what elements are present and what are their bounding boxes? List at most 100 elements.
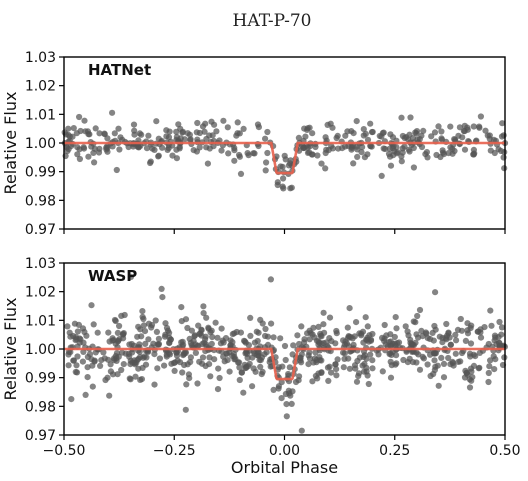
data-point — [255, 329, 262, 336]
data-point — [153, 328, 160, 335]
data-point — [200, 310, 207, 317]
data-point — [381, 321, 388, 329]
data-point — [452, 350, 459, 357]
data-point — [332, 361, 339, 368]
data-point — [148, 324, 155, 331]
data-point — [178, 304, 185, 311]
data-point — [209, 333, 216, 341]
data-point — [355, 370, 363, 377]
data-point — [151, 351, 158, 358]
data-point — [340, 337, 347, 344]
data-point — [413, 359, 420, 366]
data-point — [352, 365, 359, 372]
data-point — [333, 366, 340, 373]
data-point — [110, 357, 118, 364]
x-tick-label: 0.00 — [269, 443, 300, 459]
data-point — [154, 365, 161, 372]
data-point — [240, 389, 247, 396]
data-point — [182, 316, 190, 323]
hatnet-transit-model — [64, 141, 505, 175]
data-point — [447, 123, 454, 130]
data-point — [282, 390, 289, 398]
data-point — [155, 153, 162, 160]
data-point — [432, 363, 439, 370]
y-tick-label: 0.99 — [25, 371, 56, 387]
data-point — [283, 413, 290, 420]
data-point — [114, 329, 121, 336]
data-point — [89, 383, 96, 390]
data-point — [127, 376, 134, 383]
wasp-y-ticks: 1.03 1.02 1.01 1.00 0.99 0.98 0.97 — [25, 256, 64, 444]
data-point — [206, 145, 213, 152]
data-point — [476, 123, 483, 130]
data-point — [492, 356, 499, 363]
data-point — [262, 135, 269, 142]
data-point — [501, 165, 508, 172]
data-point — [388, 362, 395, 369]
data-point — [179, 338, 186, 345]
data-point — [86, 351, 94, 358]
data-point — [418, 132, 425, 139]
data-point — [328, 369, 335, 376]
data-point — [279, 363, 286, 370]
data-point — [438, 135, 445, 142]
data-point — [314, 152, 321, 159]
data-point — [487, 307, 494, 314]
data-point — [333, 134, 340, 142]
data-point — [305, 361, 312, 368]
data-point — [132, 361, 139, 368]
data-point — [461, 146, 469, 153]
y-tick-label: 0.98 — [25, 193, 56, 209]
data-point — [74, 353, 81, 360]
data-point — [179, 369, 186, 376]
data-point — [254, 337, 261, 345]
data-point — [365, 380, 372, 388]
data-point — [200, 303, 207, 310]
data-point — [206, 354, 213, 361]
data-point — [116, 146, 123, 153]
data-point — [81, 117, 88, 124]
data-point — [358, 149, 365, 156]
data-point — [344, 128, 351, 135]
data-point — [103, 144, 110, 151]
data-point — [369, 365, 376, 372]
data-point — [456, 124, 463, 131]
data-point — [111, 130, 118, 137]
data-point — [220, 117, 227, 124]
data-point — [237, 170, 245, 177]
data-point — [257, 363, 264, 370]
data-point — [244, 354, 251, 361]
data-point — [401, 143, 408, 150]
data-point — [306, 336, 313, 343]
data-point — [195, 322, 202, 329]
data-point — [233, 132, 240, 139]
y-tick-label: 1.03 — [25, 50, 56, 66]
data-point — [88, 302, 95, 309]
data-point — [131, 342, 138, 349]
data-point — [385, 150, 393, 157]
data-point — [70, 125, 77, 132]
data-point — [143, 354, 150, 361]
data-point — [467, 325, 474, 332]
data-point — [153, 118, 160, 125]
data-point — [225, 150, 232, 157]
data-point — [238, 369, 245, 376]
data-point — [131, 131, 138, 138]
x-tick-label: 0.25 — [379, 443, 410, 459]
data-point — [102, 376, 109, 384]
data-point — [187, 358, 194, 366]
data-point — [482, 127, 489, 134]
data-point — [326, 335, 333, 342]
data-point — [226, 368, 233, 375]
data-point — [173, 155, 180, 162]
data-point — [420, 355, 427, 362]
data-point — [171, 359, 179, 366]
data-point — [211, 121, 218, 128]
data-point — [94, 329, 101, 336]
data-point — [320, 309, 327, 316]
data-point — [85, 153, 92, 160]
data-point — [234, 119, 241, 126]
data-point — [280, 175, 287, 182]
data-point — [274, 181, 281, 189]
